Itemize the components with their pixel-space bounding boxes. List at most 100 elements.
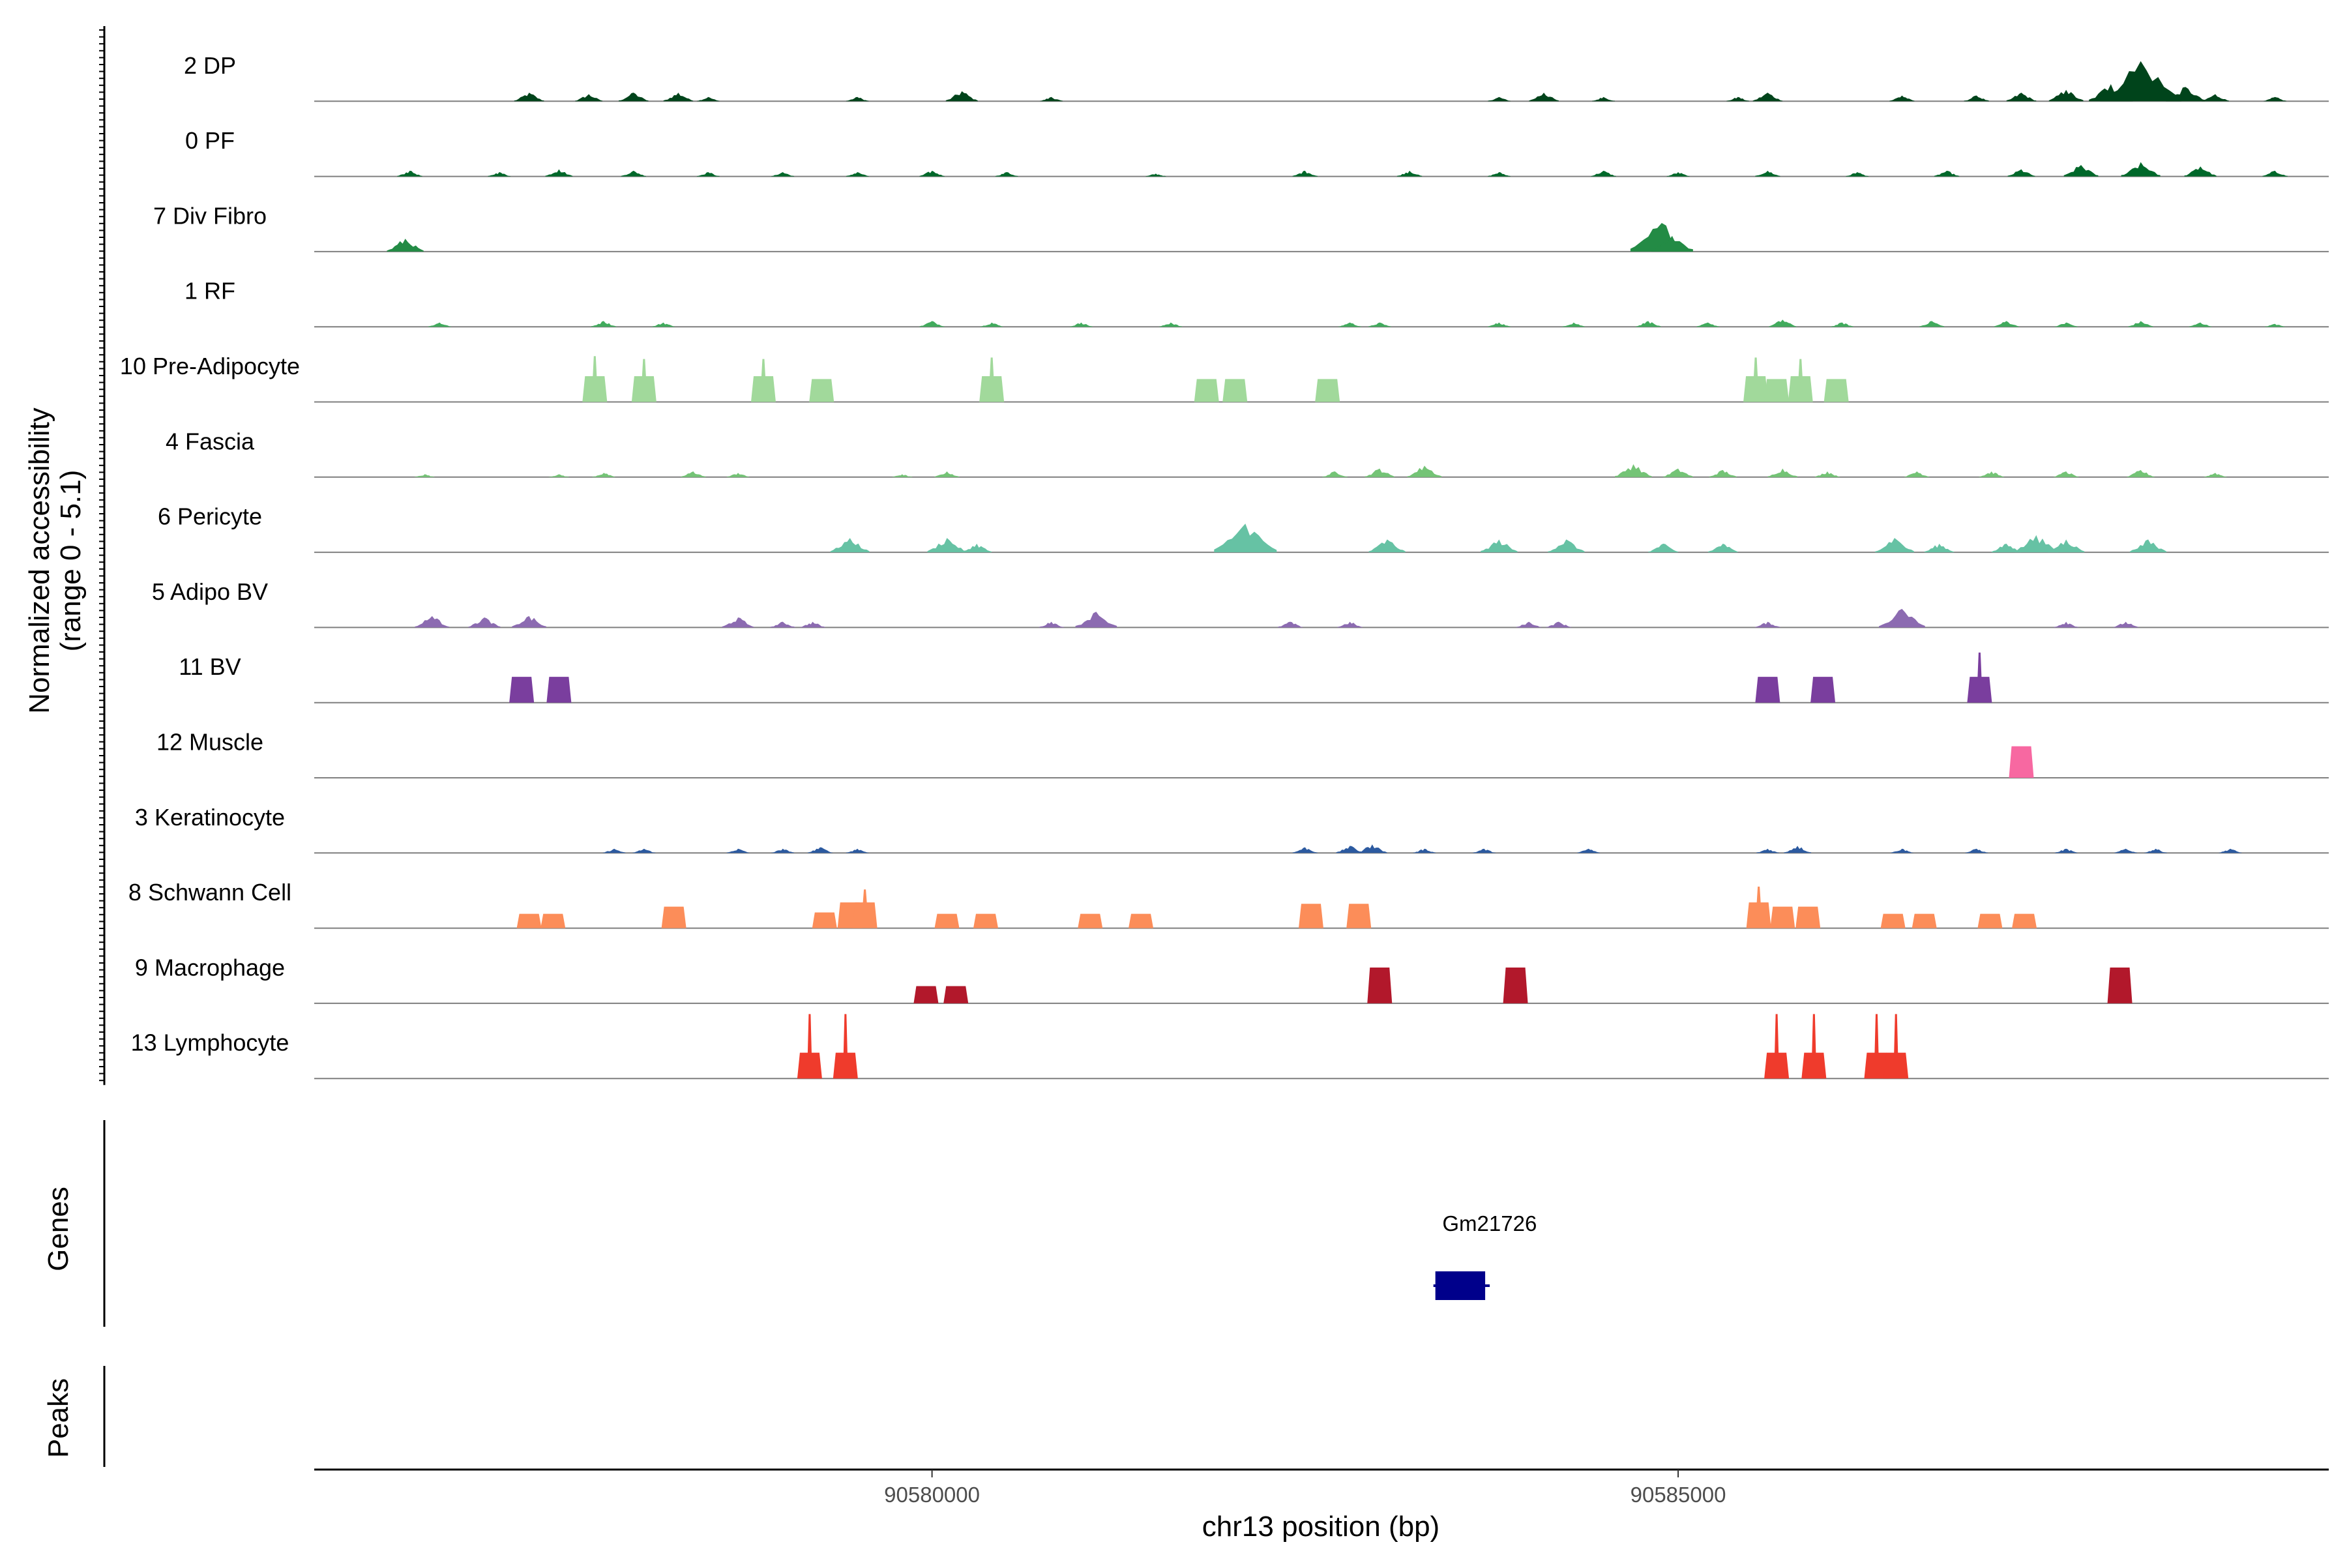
peak (1145, 173, 1166, 177)
peak (1964, 95, 1990, 102)
peak (934, 913, 960, 928)
peak (540, 913, 566, 928)
peak (1746, 886, 1771, 928)
track-label: 12 Muscle (156, 729, 263, 756)
peak (833, 1014, 858, 1079)
track-label: 11 BV (179, 653, 241, 680)
track-label: 10 Pre-Adipocyte (120, 353, 300, 379)
peak (1967, 652, 1992, 703)
peak (1357, 844, 1387, 853)
peak (1651, 235, 1693, 252)
peak (546, 677, 572, 703)
peak (2144, 848, 2167, 853)
peak (2012, 913, 2037, 928)
peak (1298, 904, 1323, 928)
peak (1503, 967, 1528, 1003)
peak (1129, 913, 1154, 928)
peak (652, 322, 675, 327)
peak (919, 321, 945, 327)
peak (1292, 847, 1318, 853)
peak (1752, 93, 1783, 102)
peak (1648, 543, 1678, 553)
peak (1338, 322, 1361, 327)
peak (1367, 967, 1393, 1003)
peak (945, 91, 978, 102)
peak (1767, 468, 1798, 477)
peak (771, 848, 795, 853)
peak (1769, 319, 1797, 327)
peak (2054, 322, 2078, 327)
peak (545, 169, 573, 177)
peak (1764, 1014, 1790, 1079)
peak (1070, 322, 1093, 327)
peak (1336, 846, 1364, 853)
peak (663, 93, 694, 102)
peak (1814, 471, 1840, 477)
peak (1337, 621, 1363, 628)
track-4-fascia: 4 Fascia (166, 428, 2329, 478)
peak (979, 357, 1005, 402)
peak (2063, 165, 2099, 177)
peak (696, 96, 720, 102)
track-label: 7 Div Fibro (153, 202, 267, 229)
peak (1889, 95, 1915, 102)
peak (1487, 322, 1511, 327)
y-axis-range-label: (range 0 - 5.1) (55, 470, 87, 652)
peak (830, 538, 870, 553)
peak (1159, 322, 1183, 327)
track-5-adipo-bv: 5 Adipo BV (152, 578, 2329, 629)
peak (1924, 543, 1955, 553)
peak (1396, 170, 1423, 177)
peak (2202, 94, 2230, 102)
peak (2189, 322, 2212, 327)
track-7-div-fibro: 7 Div Fibro (153, 202, 2329, 252)
peak (1795, 906, 1821, 928)
peak (1194, 379, 1219, 402)
peak (2121, 162, 2161, 177)
track-label: 9 Macrophage (135, 954, 285, 981)
peak (1831, 322, 1854, 327)
peak (1663, 468, 1693, 477)
peak (726, 473, 750, 477)
peak (2014, 535, 2058, 553)
peak (962, 543, 992, 553)
peak (2054, 848, 2078, 853)
peak (934, 471, 960, 477)
peak (807, 847, 833, 853)
peak (1548, 539, 1585, 553)
track-1-rf: 1 RF (185, 278, 2329, 328)
track-8-schwann-cell: 8 Schwann Cell (128, 879, 2329, 929)
track-6-pericyte: 6 Pericyte (158, 503, 2329, 554)
peak (1707, 543, 1738, 553)
peak (770, 621, 795, 628)
peak (1592, 96, 1615, 102)
peak (2129, 539, 2167, 553)
gene-label: Gm21726 (1442, 1211, 1537, 1235)
peak (892, 474, 913, 477)
peak (927, 538, 967, 553)
peak (1365, 468, 1395, 477)
peak (1709, 469, 1737, 477)
peak (1846, 172, 1869, 177)
peak (1864, 1014, 1889, 1079)
peak (468, 617, 501, 628)
peak (1322, 471, 1348, 477)
peak (1562, 322, 1586, 327)
peak (509, 677, 535, 703)
peak (1770, 906, 1795, 928)
peak (1994, 321, 2019, 327)
peak (771, 172, 795, 177)
track-13-lymphocyte: 13 Lymphocyte (131, 1014, 2329, 1080)
genes-layer: Gm21726 (1433, 1211, 1537, 1300)
peak (1890, 848, 1913, 853)
peak (1368, 322, 1391, 327)
peak (800, 621, 825, 628)
peak (397, 170, 422, 177)
peak (1934, 170, 1960, 177)
track-label: 0 PF (185, 127, 235, 154)
peak (797, 1014, 822, 1079)
peak (661, 906, 686, 928)
peak (1878, 608, 1925, 628)
peak (812, 912, 837, 928)
